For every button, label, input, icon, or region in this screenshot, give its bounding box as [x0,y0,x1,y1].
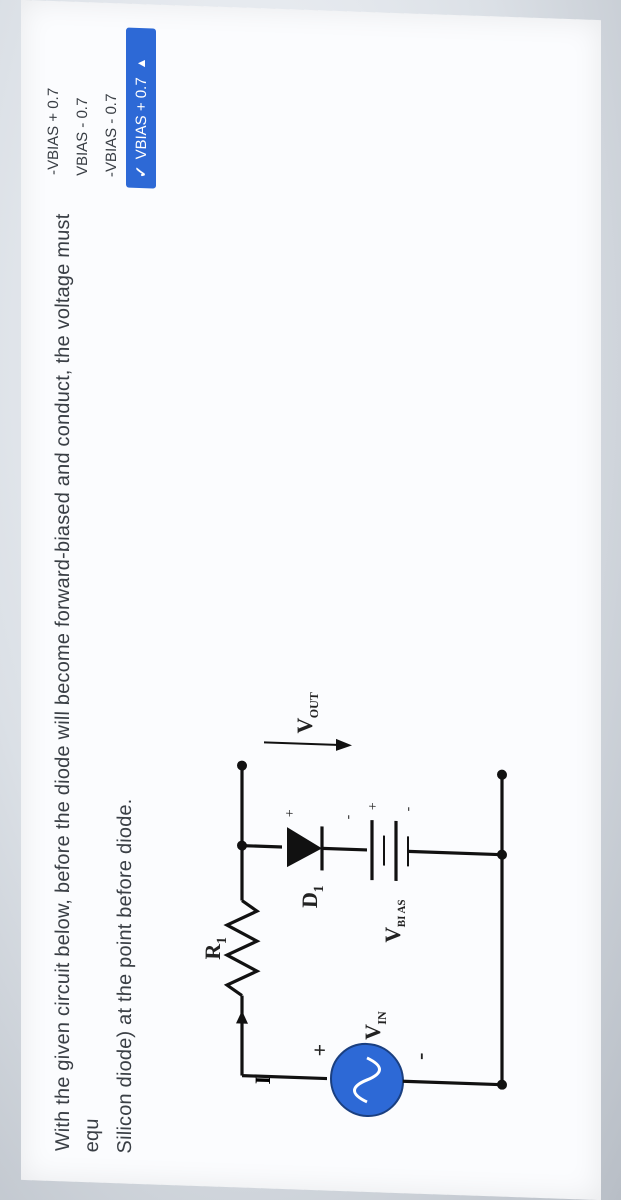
diode-plus: + [283,809,298,818]
question-text: With the given circuit below, before the… [49,201,140,1154]
vin-plus: + [307,1043,332,1056]
wire-vbias-bottom [408,851,502,854]
vbias-plus: + [366,802,381,811]
question-row: With the given circuit below, before the… [49,25,166,1155]
vout-label: VOUT [292,691,321,734]
answer-option-4-selected[interactable]: ✓ VBIAS + 0.7 ▲ [126,28,156,189]
node-bottom-left [497,1079,507,1089]
r1-label: R1 [202,936,230,960]
question-line2: Silicon diode) at the point before diode… [111,203,140,1154]
answer-option-1[interactable]: -VBIAS + 0.7 [39,25,68,186]
wire-diode-top [242,846,282,847]
vbias-minus: - [401,806,416,812]
vout-arrow-head [336,739,352,752]
wire-diode-bottom [322,848,367,850]
current-arrow-head [236,1010,248,1023]
node-bottom-junction [497,849,507,859]
cursor-icon: ▲ [134,57,148,69]
answer-option-2[interactable]: VBIAS - 0.7 [68,26,97,187]
wire-source-bottom [403,1081,502,1084]
circuit-diagram: I R1 VOUT [202,30,542,1156]
answer-option-3[interactable]: -VBIAS - 0.7 [97,27,126,188]
vout-arrow-line [264,742,340,745]
vin-minus: - [407,1052,432,1060]
screen-content: With the given circuit below, before the… [21,0,601,1200]
vbias-label: VBI AS [380,899,408,944]
d1-label: D1 [297,885,327,909]
diode-triangle [287,827,322,868]
resistor-r1 [227,900,257,996]
node-vout-bottom [497,769,507,779]
circuit-svg: I R1 VOUT [202,684,542,1156]
vin-label: VIN [360,1010,389,1041]
answer-option-4-label: VBIAS + 0.7 [132,77,149,160]
node-vout-top [237,760,247,770]
diode-minus: - [341,814,356,820]
check-icon: ✓ [132,165,150,178]
question-line1: With the given circuit below, before the… [52,213,103,1153]
answer-dropdown[interactable]: -VBIAS + 0.7 VBIAS - 0.7 -VBIAS - 0.7 ✓ … [39,25,156,189]
